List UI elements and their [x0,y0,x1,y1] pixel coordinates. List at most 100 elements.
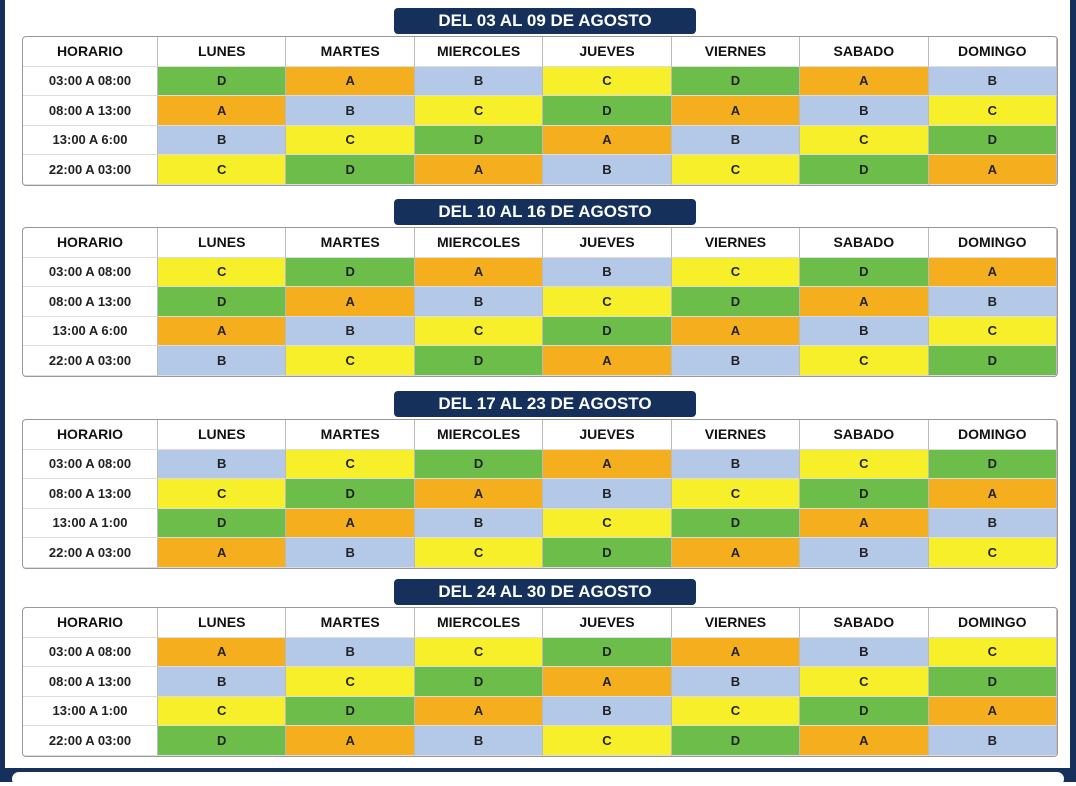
time-cell: 13:00 A 6:00 [23,125,158,155]
shift-cell: D [543,96,672,126]
header-cell: VIERNES [671,37,801,67]
shift-cell: B [543,696,672,726]
shift-cell: B [928,66,1057,96]
shift-cell: C [414,96,544,126]
time-cell: 13:00 A 1:00 [23,508,158,538]
shift-cell: A [158,538,287,568]
shift-cell: D [671,508,801,538]
header-cell: VIERNES [671,420,801,450]
shift-cell: A [671,637,801,667]
footer-bar [0,768,1076,786]
header-cell: MIERCOLES [414,37,544,67]
shift-cell: C [286,125,415,155]
header-cell: MIERCOLES [414,420,544,450]
shift-cell: B [414,726,544,756]
header-cell: VIERNES [671,608,801,638]
shift-cell: D [286,696,415,726]
time-cell: 22:00 A 03:00 [23,155,158,185]
shift-cell: A [414,155,544,185]
shift-cell: B [543,479,672,509]
shift-cell: D [800,696,929,726]
shift-cell: B [158,346,287,376]
week-title: DEL 24 AL 30 DE AGOSTO [394,579,696,605]
shift-cell: B [671,667,801,697]
shift-cell: C [414,637,544,667]
time-cell: 03:00 A 08:00 [23,257,158,287]
shift-cell: B [543,155,672,185]
shift-cell: B [800,316,929,346]
shift-cell: B [286,538,415,568]
shift-cell: D [543,538,672,568]
header-cell: DOMINGO [928,420,1057,450]
shift-cell: A [671,96,801,126]
header-cell: HORARIO [23,37,158,67]
shift-cell: C [158,257,287,287]
shift-cell: D [800,479,929,509]
shift-cell: A [543,449,672,479]
shift-cell: D [671,287,801,317]
shift-cell: A [286,726,415,756]
shift-cell: B [414,287,544,317]
shift-cell: A [928,479,1057,509]
shift-cell: A [414,696,544,726]
shift-cell: B [158,449,287,479]
shift-cell: C [928,96,1057,126]
shift-cell: C [800,125,929,155]
header-cell: VIERNES [671,228,801,258]
shift-cell: A [414,479,544,509]
shift-cell: D [928,125,1057,155]
header-cell: HORARIO [23,228,158,258]
header-cell: SABADO [800,608,929,638]
shift-cell: A [158,316,287,346]
shift-cell: D [414,125,544,155]
shift-cell: C [928,316,1057,346]
header-cell: MARTES [286,420,415,450]
shift-cell: D [800,155,929,185]
schedule-table: HORARIO LUNES MARTES MIERCOLES JUEVES VIERNES… [22,607,1058,757]
shift-cell: A [671,316,801,346]
header-cell: JUEVES [543,608,672,638]
shift-cell: D [414,667,544,697]
header-cell: HORARIO [23,420,158,450]
shift-cell: A [800,66,929,96]
shift-cell: D [414,346,544,376]
shift-cell: A [414,257,544,287]
shift-cell: C [286,346,415,376]
shift-cell: B [286,316,415,346]
shift-cell: C [158,479,287,509]
shift-cell: C [543,726,672,756]
shift-cell: A [800,287,929,317]
time-cell: 03:00 A 08:00 [23,449,158,479]
shift-cell: C [286,667,415,697]
header-cell: LUNES [158,420,287,450]
shift-cell: D [543,637,672,667]
header-cell: MARTES [286,228,415,258]
shift-cell: B [286,96,415,126]
week-title: DEL 17 AL 23 DE AGOSTO [394,391,696,417]
shift-cell: B [928,287,1057,317]
shift-cell: C [158,155,287,185]
shift-cell: A [543,667,672,697]
shift-cell: D [928,449,1057,479]
shift-cell: D [158,508,287,538]
shift-cell: D [414,449,544,479]
shift-cell: B [928,726,1057,756]
header-cell: LUNES [158,37,287,67]
schedule-table: HORARIO LUNES MARTES MIERCOLES JUEVES VIERNES… [22,419,1058,569]
header-cell: LUNES [158,608,287,638]
header-cell: DOMINGO [928,608,1057,638]
shift-cell: C [414,538,544,568]
shift-cell: A [928,696,1057,726]
shift-cell: D [800,257,929,287]
header-cell: MIERCOLES [414,228,544,258]
shift-cell: D [286,155,415,185]
header-cell: MARTES [286,37,415,67]
time-cell: 08:00 A 13:00 [23,287,158,317]
header-cell: MIERCOLES [414,608,544,638]
shift-cell: C [286,449,415,479]
shift-cell: C [543,287,672,317]
shift-cell: B [414,66,544,96]
shift-cell: D [286,257,415,287]
shift-cell: B [414,508,544,538]
